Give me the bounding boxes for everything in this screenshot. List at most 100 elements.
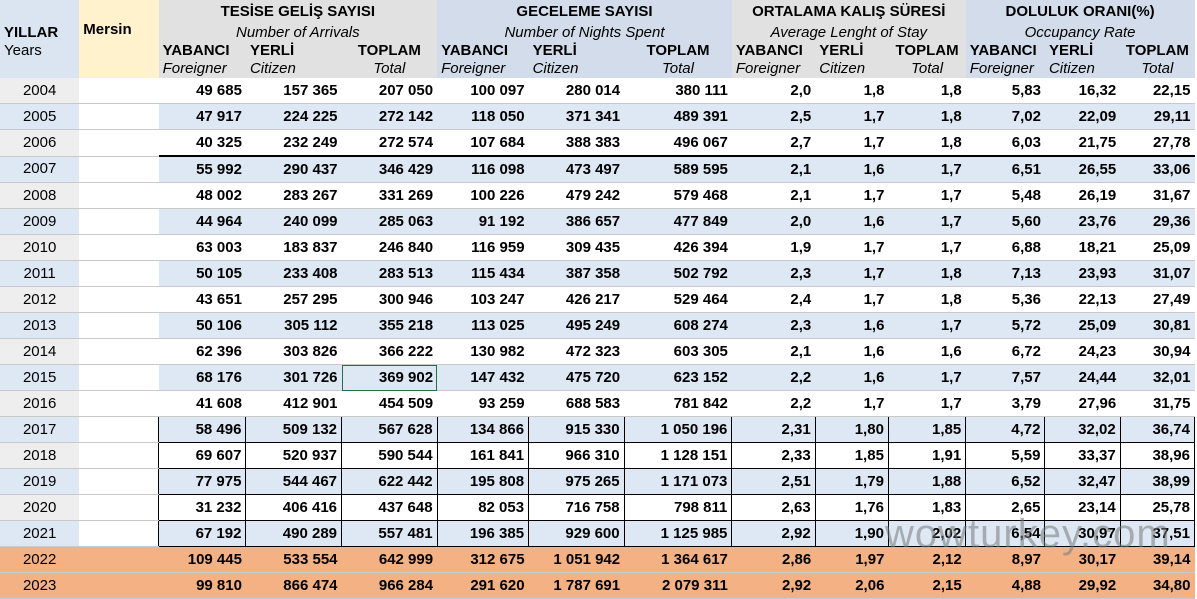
data-cell[interactable]: 590 544 [341,442,438,469]
data-cell[interactable]: 1,91 [887,442,967,469]
data-cell[interactable]: 623 152 [624,364,732,391]
data-cell[interactable]: 929 600 [528,520,625,547]
column-subheader[interactable]: Foreigner [158,60,246,78]
column-header[interactable]: TOPLAM [1120,42,1195,60]
data-cell[interactable]: 2,92 [731,520,816,547]
data-cell[interactable]: 309 435 [528,234,625,261]
column-header[interactable]: TOPLAM [624,42,732,60]
column-header[interactable]: TOPLAM [888,42,966,60]
data-cell[interactable]: 18,21 [1044,234,1121,261]
column-header[interactable]: YABANCI [731,42,816,60]
data-cell[interactable]: 2,0 [731,208,816,235]
data-cell[interactable]: 24,44 [1044,364,1121,391]
data-cell[interactable]: 489 391 [624,103,732,130]
data-cell[interactable]: 454 509 [341,390,438,417]
data-cell[interactable]: 1,7 [888,312,966,339]
data-cell[interactable]: 67 192 [158,520,247,547]
data-cell[interactable]: 1,7 [815,286,889,313]
data-cell[interactable]: 22,09 [1044,103,1121,130]
data-cell[interactable]: 25,09 [1120,234,1195,261]
data-cell[interactable]: 5,36 [965,286,1045,313]
data-cell[interactable]: 2,86 [731,546,816,573]
data-cell[interactable]: 91 192 [437,208,529,235]
data-cell[interactable]: 82 053 [436,494,530,521]
data-cell[interactable]: 2,2 [731,364,816,391]
data-cell[interactable]: 116 959 [437,234,529,261]
column-header[interactable]: YABANCI [437,42,529,60]
data-cell[interactable]: 387 358 [528,260,625,287]
data-cell[interactable]: 23,14 [1044,494,1121,521]
data-cell[interactable]: 366 222 [341,338,438,365]
empty-cell[interactable] [79,260,159,287]
data-cell[interactable]: 966 284 [341,572,438,599]
data-cell[interactable]: 579 468 [624,182,732,209]
data-cell[interactable]: 1,90 [814,520,889,547]
data-cell[interactable]: 23,76 [1044,208,1121,235]
data-cell[interactable]: 134 866 [436,416,530,443]
data-cell[interactable]: 283 267 [245,182,342,209]
year-cell[interactable]: 2006 [0,129,80,157]
data-cell[interactable]: 300 946 [341,286,438,313]
data-cell[interactable]: 38,96 [1119,442,1196,469]
data-cell[interactable]: 21,75 [1044,129,1121,157]
data-cell[interactable]: 233 408 [245,260,342,287]
data-cell[interactable]: 34,80 [1120,572,1195,599]
data-cell[interactable]: 1 051 942 [528,546,625,573]
data-cell[interactable]: 50 105 [158,260,246,287]
data-cell[interactable]: 388 383 [528,129,625,157]
data-cell[interactable]: 2,0 [731,78,816,104]
arrivals-group-title[interactable]: TESİSE GELİŞ SAYISI [158,0,438,24]
year-cell[interactable]: 2021 [0,520,80,547]
empty-cell[interactable] [79,520,159,547]
column-subheader[interactable]: Total [624,60,732,78]
data-cell[interactable]: 331 269 [341,182,438,209]
data-cell[interactable]: 5,72 [965,312,1045,339]
data-cell[interactable]: 2,15 [888,572,966,599]
data-cell[interactable]: 25,09 [1044,312,1121,339]
data-cell[interactable]: 48 002 [158,182,246,209]
data-cell[interactable]: 305 112 [245,312,342,339]
data-cell[interactable]: 975 265 [528,468,625,495]
data-cell[interactable]: 472 323 [528,338,625,365]
data-cell[interactable]: 1,97 [815,546,889,573]
data-cell[interactable]: 25,78 [1119,494,1196,521]
data-cell[interactable]: 224 225 [245,103,342,130]
data-cell[interactable]: 38,99 [1119,468,1196,495]
data-cell[interactable]: 99 810 [158,572,246,599]
year-cell[interactable]: 2005 [0,103,80,130]
data-cell[interactable]: 622 442 [341,468,438,495]
data-cell[interactable]: 2,12 [888,546,966,573]
data-cell[interactable]: 257 295 [245,286,342,313]
year-cell[interactable]: 2009 [0,208,80,235]
data-cell[interactable]: 1,7 [888,390,966,417]
data-cell[interactable]: 479 242 [528,182,625,209]
data-cell[interactable]: 1,8 [888,260,966,287]
column-subheader[interactable]: Total [888,60,966,78]
data-cell[interactable]: 966 310 [528,442,625,469]
data-cell[interactable]: 495 249 [528,312,625,339]
empty-cell[interactable] [79,494,159,521]
data-cell[interactable]: 7,02 [965,103,1045,130]
data-cell[interactable]: 32,47 [1044,468,1121,495]
data-cell[interactable]: 346 429 [341,156,438,183]
column-header[interactable]: YABANCI [965,42,1045,60]
data-cell[interactable]: 608 274 [624,312,732,339]
data-cell[interactable]: 477 849 [624,208,732,235]
data-cell[interactable]: 31,07 [1120,260,1195,287]
data-cell[interactable]: 1,7 [815,260,889,287]
year-cell[interactable]: 2018 [0,442,80,469]
empty-cell[interactable] [79,364,159,391]
data-cell[interactable]: 29,11 [1120,103,1195,130]
data-cell[interactable]: 1 171 073 [623,468,733,495]
data-cell[interactable]: 4,88 [965,572,1045,599]
data-cell[interactable]: 2,06 [815,572,889,599]
data-cell[interactable]: 109 445 [158,546,246,573]
data-cell[interactable]: 207 050 [341,78,438,104]
data-cell[interactable]: 49 685 [158,78,246,104]
data-cell[interactable]: 490 289 [245,520,343,547]
data-cell[interactable]: 301 726 [245,364,342,391]
data-cell[interactable]: 1,7 [815,182,889,209]
data-cell[interactable]: 544 467 [245,468,343,495]
data-cell[interactable]: 2,2 [731,390,816,417]
data-cell[interactable]: 1,80 [814,416,889,443]
